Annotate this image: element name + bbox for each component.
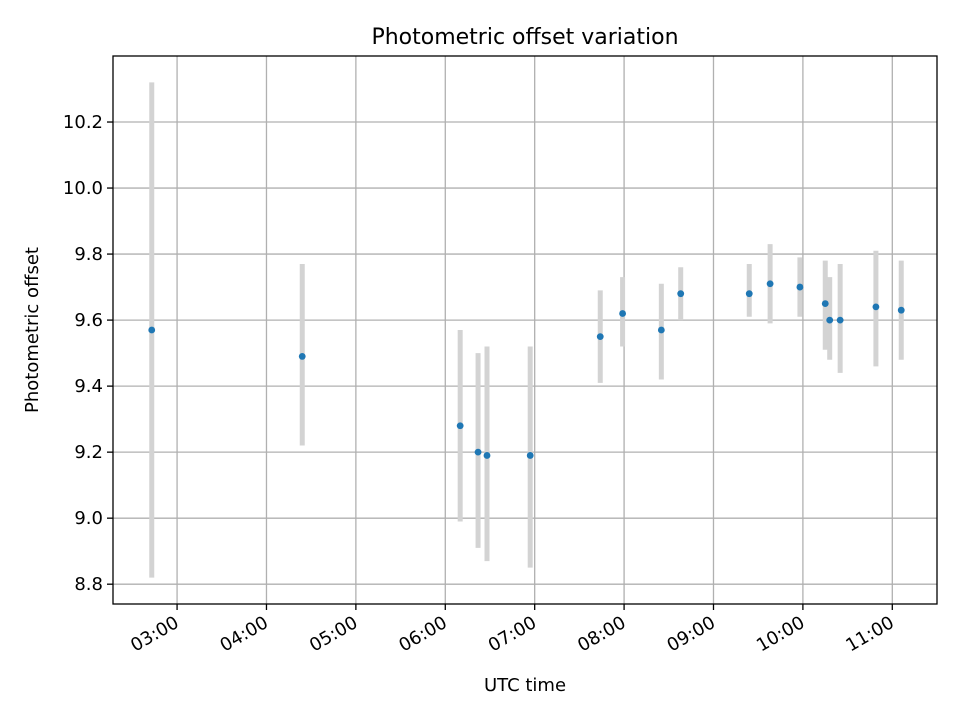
x-tick-label: 10:00 [753,612,808,656]
data-point [766,280,774,288]
data-point [474,448,482,456]
y-tick-label: 10.2 [63,112,103,133]
y-tick-label: 9.0 [74,508,103,529]
data-point [483,452,491,459]
data-point [298,353,306,360]
grid [113,56,937,604]
y-tick-label: 9.2 [74,442,103,463]
data-point [619,310,626,317]
y-tick-label: 9.6 [74,310,103,331]
x-tick-label: 11:00 [842,612,897,656]
data-point [796,283,804,291]
data-point [826,316,834,324]
x-tick-label: 03:00 [127,612,182,656]
data-point [456,422,464,430]
x-tick-label: 08:00 [574,612,629,656]
x-tick-label: 05:00 [306,612,361,656]
y-tick-label: 9.4 [74,376,103,397]
x-tick-label: 09:00 [664,612,719,656]
x-tick-label: 07:00 [485,612,540,656]
y-tick-label: 9.8 [74,244,103,265]
data-point [677,290,685,298]
data-point [657,326,665,334]
data-points [148,280,905,459]
x-tick-label: 06:00 [395,612,450,656]
data-point [872,303,880,311]
y-tick-label: 10.0 [63,178,103,199]
data-point [821,300,829,307]
data-point [148,326,156,334]
data-point [526,452,534,459]
y-axis-label: Photometric offset [22,247,43,413]
data-point [897,306,905,314]
x-tick-label: 04:00 [217,612,272,656]
chart-title: Photometric offset variation [371,25,678,50]
y-tick-label: 8.8 [74,574,103,595]
x-axis-label: UTC time [484,675,566,696]
data-point [836,316,844,324]
data-point [745,290,753,298]
plot-frame [112,55,938,605]
error-bars [149,82,904,578]
data-point [596,333,604,341]
